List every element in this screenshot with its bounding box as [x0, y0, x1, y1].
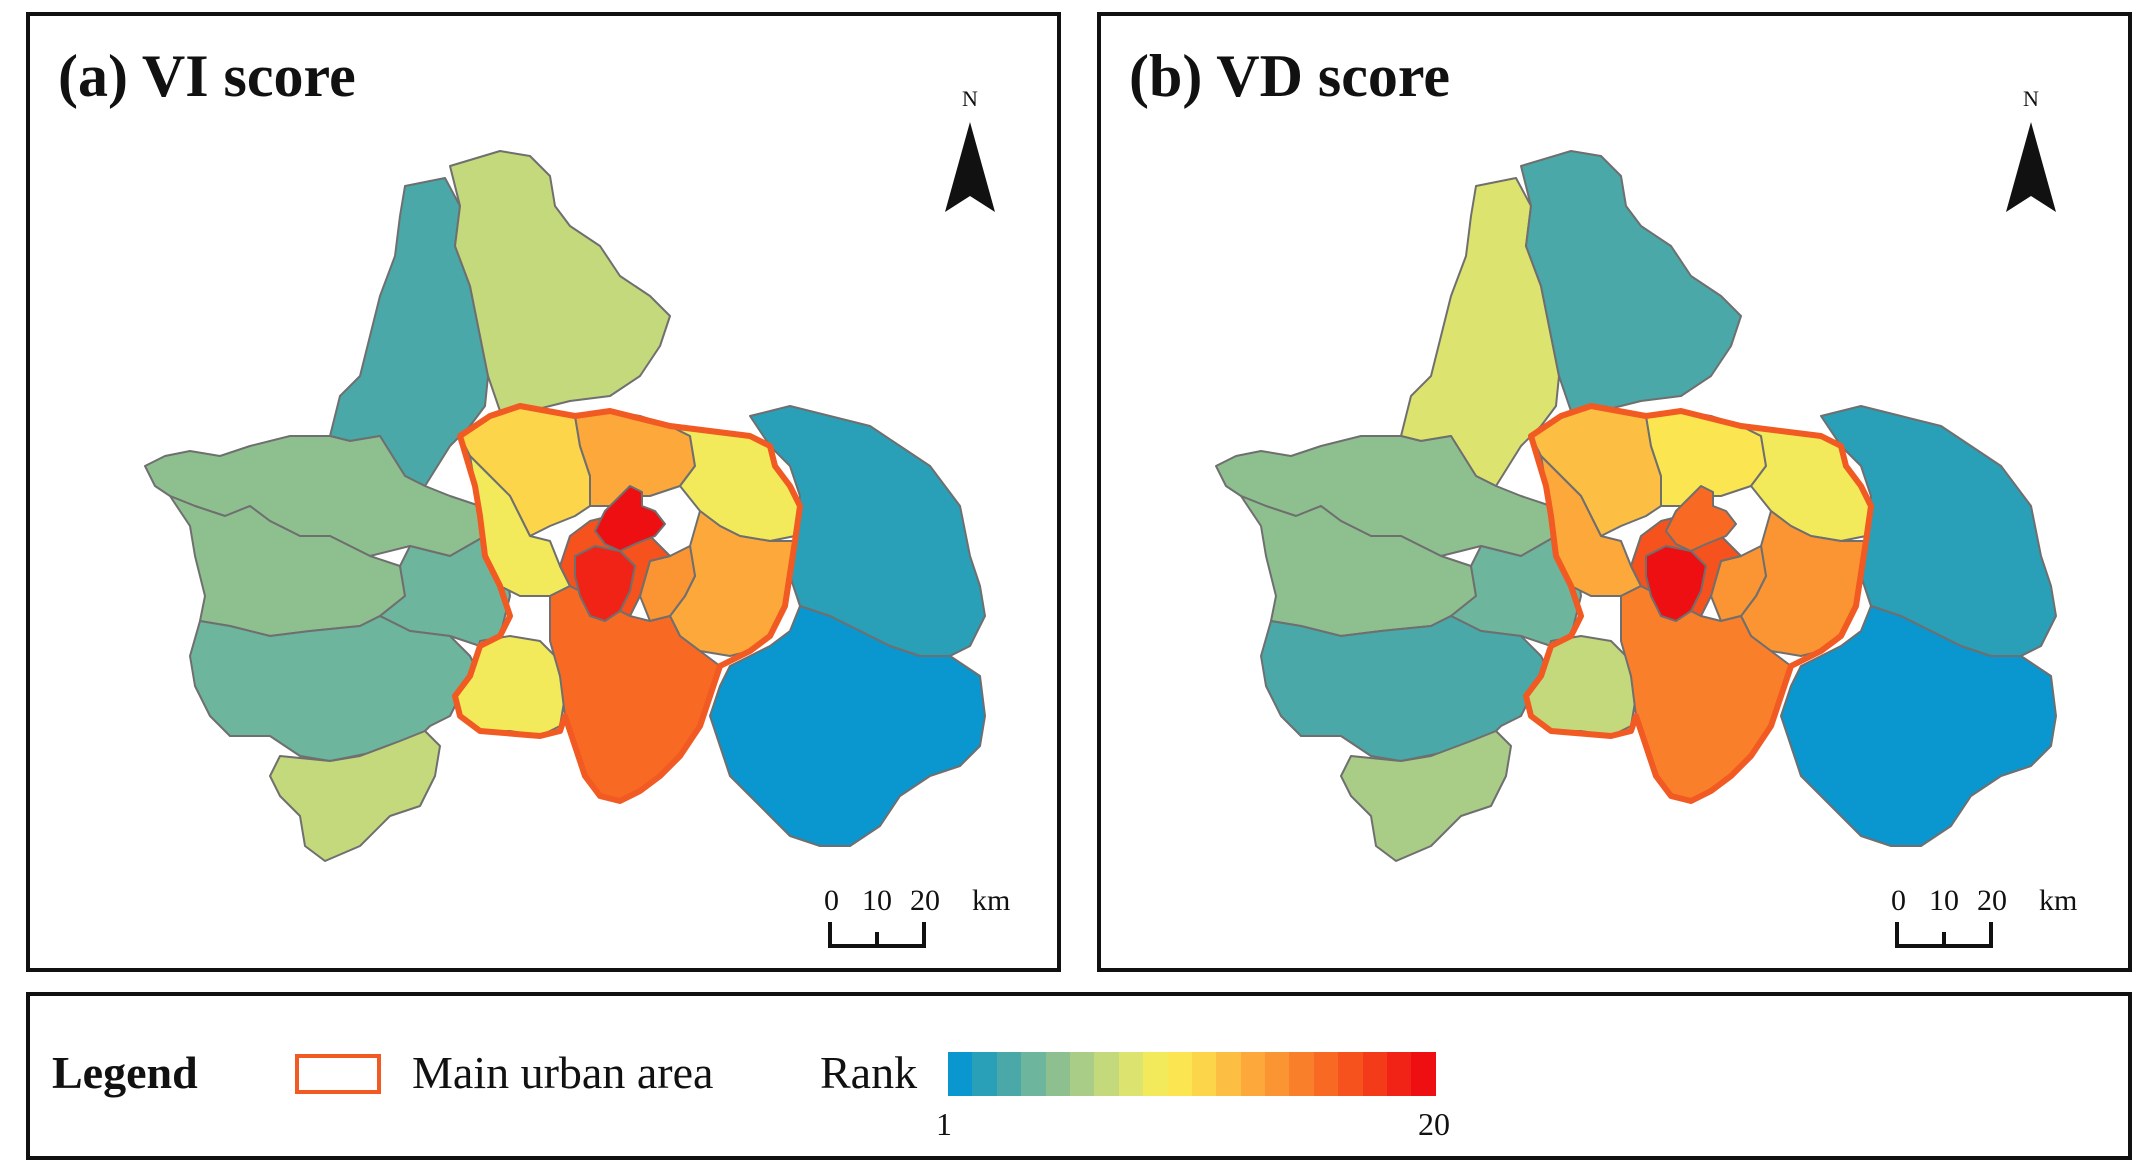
main-urban-area-outline [452, 403, 803, 804]
district-north-1 [1520, 150, 1742, 412]
scale-label-0: 0 [1891, 884, 1906, 917]
scale-label-10: 10 [862, 884, 892, 917]
north-label: N [2023, 86, 2039, 111]
scale-label-10: 10 [1929, 884, 1959, 917]
district-core-north [1665, 485, 1737, 552]
main-urban-area-outline [1523, 403, 1874, 804]
urban-area-label: Main urban area [412, 1047, 714, 1098]
district-south-1 [269, 730, 441, 862]
district-core-north [594, 485, 666, 552]
panel-title-vd: (b) VD score [1129, 43, 1451, 109]
ramp-cell-9 [1143, 1052, 1168, 1096]
ramp-cell-12 [1216, 1052, 1241, 1096]
rank-min-label: 1 [936, 1106, 952, 1142]
legend: Legend Main urban area Rank 1 20 [26, 992, 2132, 1160]
ramp-cell-4 [1021, 1052, 1046, 1096]
scale-bar: 0 10 20 km [1891, 884, 2091, 954]
north-label: N [962, 86, 978, 111]
ramp-cell-13 [1240, 1052, 1266, 1096]
district-core-center [1645, 545, 1707, 622]
ramp-cell-8 [1118, 1052, 1144, 1096]
scale-label-20: 20 [910, 884, 940, 917]
rank-color-ramp [948, 1052, 1436, 1096]
ramp-cell-19 [1387, 1052, 1412, 1096]
rank-label: Rank [820, 1047, 918, 1098]
ramp-cell-7 [1094, 1052, 1119, 1096]
urban-area-swatch [295, 1054, 381, 1094]
district-urban-se [639, 545, 696, 622]
ramp-cell-6 [1069, 1052, 1095, 1096]
map-panel-vi: (a) VI score N 0 10 20 km [26, 12, 1061, 972]
ramp-cell-3 [996, 1052, 1022, 1096]
district-south-east-1 [709, 605, 986, 847]
legend-title: Legend [52, 1047, 198, 1098]
scale-bar: 0 10 20 km [824, 884, 1024, 954]
scale-unit: km [972, 884, 1011, 917]
map-panel-vd: (b) VD score N 0 10 20 km [1097, 12, 2132, 972]
scale-label-20: 20 [1977, 884, 2007, 917]
ramp-cell-2 [972, 1052, 997, 1096]
district-urban-se [1710, 545, 1767, 622]
ramp-cell-20 [1411, 1052, 1436, 1096]
panel-title-vi: (a) VI score [58, 43, 356, 109]
ramp-cell-18 [1362, 1052, 1388, 1096]
ramp-cell-14 [1265, 1052, 1290, 1096]
ramp-cell-11 [1191, 1052, 1217, 1096]
district-south-east-1 [1780, 605, 2057, 847]
rank-max-label: 20 [1418, 1106, 1450, 1142]
scale-label-0: 0 [824, 884, 839, 917]
ramp-cell-1 [948, 1052, 973, 1096]
ramp-cell-10 [1167, 1052, 1192, 1096]
north-arrow-icon: N [1991, 86, 2071, 226]
ramp-cell-5 [1045, 1052, 1070, 1096]
scale-unit: km [2039, 884, 2078, 917]
district-south-1 [1340, 730, 1512, 862]
district-map-vi [144, 150, 986, 862]
district-north-1 [449, 150, 671, 412]
north-arrow-icon: N [930, 86, 1010, 226]
ramp-cell-15 [1289, 1052, 1314, 1096]
district-south-west-1 [1260, 615, 1552, 762]
ramp-cell-16 [1313, 1052, 1339, 1096]
district-core-center [574, 545, 636, 622]
ramp-cell-17 [1338, 1052, 1363, 1096]
district-south-west-1 [189, 615, 481, 762]
district-map-vd [1215, 150, 2057, 862]
